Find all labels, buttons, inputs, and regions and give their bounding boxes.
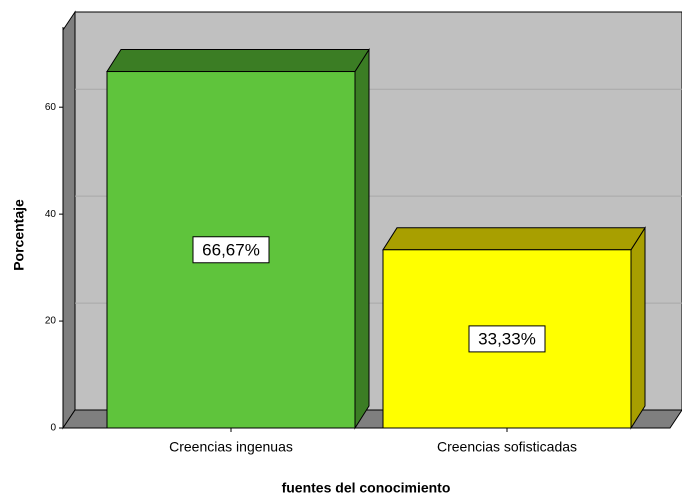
bar-top (106, 49, 370, 73)
bar-side (354, 47, 370, 430)
x-axis-label: fuentes del conocimiento (282, 480, 451, 496)
y-tick-label: 60 (45, 102, 57, 113)
y-tick-label: 0 (50, 423, 56, 434)
value-label: 66,67% (202, 240, 260, 259)
x-tick-label: Creencias sofisticadas (437, 439, 577, 455)
bar-side (630, 226, 646, 430)
side-wall (62, 10, 76, 430)
y-tick-label: 20 (45, 316, 57, 327)
bar-top (382, 227, 646, 251)
y-tick-label: 40 (45, 209, 57, 220)
value-label-box (192, 236, 270, 264)
value-label: 33,33% (478, 329, 536, 348)
value-label-box (468, 325, 546, 353)
x-tick-label: Creencias ingenuas (169, 439, 293, 455)
y-axis-label: Porcentaje (11, 199, 27, 271)
